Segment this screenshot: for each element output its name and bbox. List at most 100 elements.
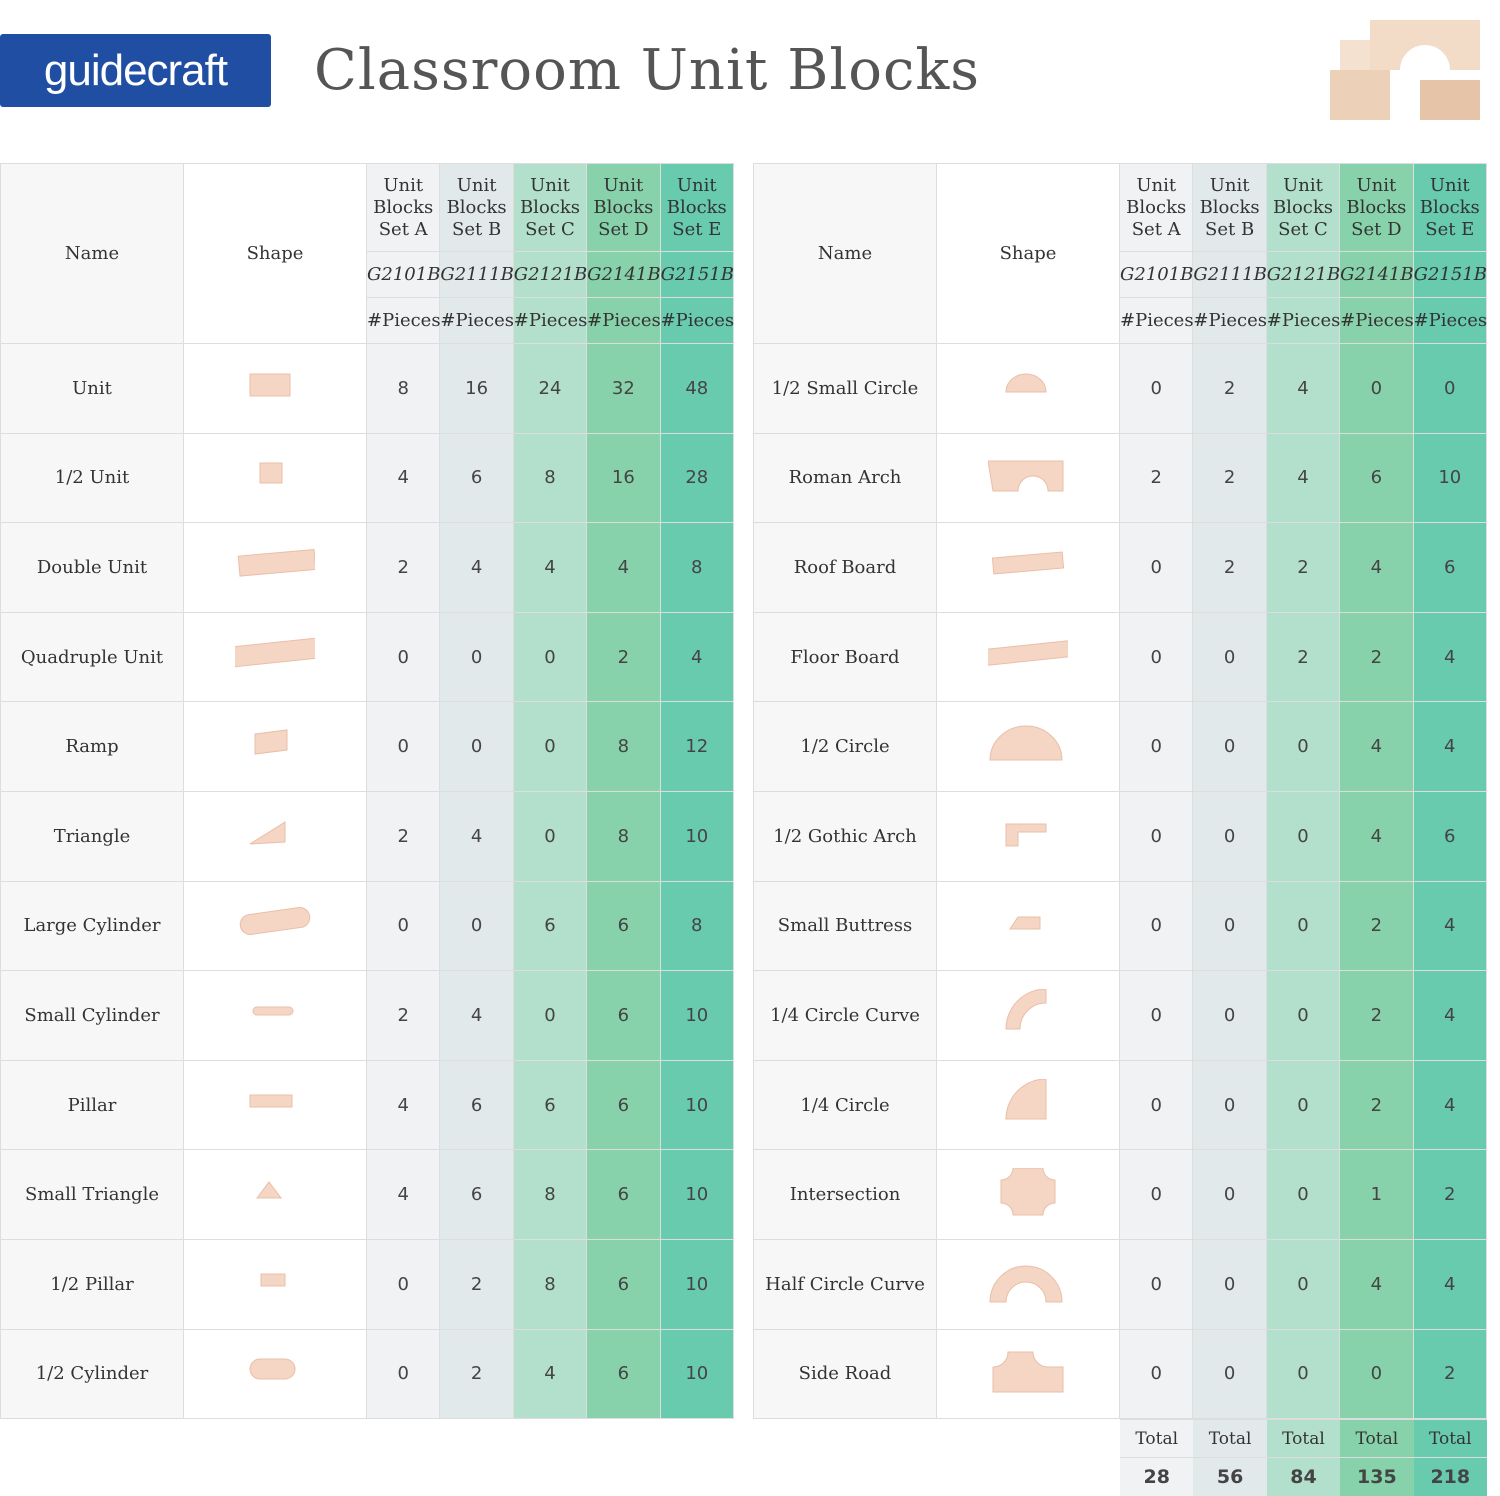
piece-count: 4 bbox=[1412, 880, 1488, 972]
piece-count: 2 bbox=[1412, 1149, 1488, 1240]
block-name: Intersection bbox=[753, 1149, 937, 1240]
piece-count: 0 bbox=[365, 1238, 441, 1330]
piece-count: 4 bbox=[1265, 343, 1341, 434]
total-value: 218 bbox=[1413, 1457, 1487, 1496]
piece-count: 16 bbox=[439, 343, 514, 434]
block-name: 1/4 Circle bbox=[753, 1059, 937, 1151]
table-row: Double Unit 2 4 4 4 8 bbox=[0, 522, 735, 613]
shape-column-header: Shape bbox=[183, 163, 367, 344]
piece-count: 0 bbox=[1265, 970, 1341, 1061]
set-header: Unit Blocks Set E bbox=[1412, 163, 1488, 252]
piece-count: 10 bbox=[659, 1149, 735, 1240]
set-header: Unit Blocks Set C bbox=[512, 163, 588, 252]
piece-count: 0 bbox=[512, 970, 588, 1061]
piece-count: 0 bbox=[1339, 1328, 1414, 1420]
piece-count: 4 bbox=[1412, 611, 1488, 703]
table-row: Floor Board 0 0 2 2 4 bbox=[753, 611, 1488, 703]
table-row: Large Cylinder 0 0 6 6 8 bbox=[0, 880, 735, 972]
piece-count: 0 bbox=[1265, 1328, 1341, 1420]
table-row: 1/2 Circle 0 0 0 4 4 bbox=[753, 701, 1488, 792]
piece-count: 4 bbox=[512, 1328, 588, 1420]
pieces-label: #Pieces bbox=[659, 297, 734, 344]
block-name: Small Triangle bbox=[0, 1149, 184, 1240]
table-row: Small Buttress 0 0 0 2 4 bbox=[753, 880, 1488, 972]
set-header: Unit Blocks Set A bbox=[365, 163, 441, 252]
piece-count: 10 bbox=[659, 790, 735, 882]
piece-count: 8 bbox=[659, 522, 735, 613]
set-code: G2151B bbox=[659, 251, 735, 298]
half-circle-curve-block-icon bbox=[989, 1265, 1063, 1303]
table-row: Roman Arch 2 2 4 6 10 bbox=[753, 432, 1488, 524]
pieces-label: #Pieces bbox=[1118, 297, 1194, 344]
piece-count: 8 bbox=[586, 701, 661, 792]
roof-board-block-icon bbox=[991, 551, 1065, 575]
table-row: Unit 8 16 24 32 48 bbox=[0, 343, 735, 434]
block-name: Large Cylinder bbox=[0, 880, 184, 972]
piece-count: 4 bbox=[1339, 701, 1414, 792]
piece-count: 32 bbox=[586, 343, 661, 434]
piece-count: 6 bbox=[586, 970, 661, 1061]
pieces-label: #Pieces bbox=[586, 297, 661, 344]
piece-count: 2 bbox=[1265, 522, 1341, 613]
piece-count: 0 bbox=[1265, 790, 1341, 882]
piece-count: 0 bbox=[1192, 1059, 1267, 1151]
block-name: Double Unit bbox=[0, 522, 184, 613]
total-label: Total bbox=[1340, 1419, 1414, 1458]
piece-count: 28 bbox=[659, 432, 735, 524]
piece-count: 4 bbox=[659, 611, 735, 703]
piece-count: 2 bbox=[365, 970, 441, 1061]
table-row: 1/2 Pillar 0 2 8 6 10 bbox=[0, 1238, 735, 1330]
piece-count: 0 bbox=[1118, 1149, 1194, 1240]
table-row: 1/2 Small Circle 0 2 4 0 0 bbox=[753, 343, 1488, 434]
quadruple-unit-block-icon bbox=[198, 634, 342, 671]
piece-count: 0 bbox=[365, 701, 441, 792]
piece-count: 4 bbox=[586, 522, 661, 613]
block-name: Triangle bbox=[0, 790, 184, 882]
piece-count: 8 bbox=[512, 1149, 588, 1240]
left-table: Name Shape Unit Blocks Set A Unit Blocks Se… bbox=[0, 163, 735, 1420]
pieces-label: #Pieces bbox=[1265, 297, 1340, 344]
piece-count: 4 bbox=[439, 522, 514, 613]
piece-count: 0 bbox=[1118, 701, 1194, 792]
piece-count: 0 bbox=[365, 611, 441, 703]
total-value: 28 bbox=[1120, 1457, 1194, 1496]
block-name: Quadruple Unit bbox=[0, 611, 184, 703]
piece-count: 2 bbox=[1192, 343, 1267, 434]
piece-count: 6 bbox=[439, 432, 514, 524]
piece-count: 8 bbox=[512, 1238, 588, 1330]
piece-count: 0 bbox=[1118, 1059, 1194, 1151]
half-small-circle-block-icon bbox=[1005, 373, 1047, 393]
piece-count: 4 bbox=[1412, 1059, 1488, 1151]
pieces-label: #Pieces bbox=[1339, 297, 1414, 344]
table-row: Side Road 0 0 0 0 2 bbox=[753, 1328, 1488, 1420]
piece-count: 0 bbox=[1192, 1328, 1267, 1420]
piece-count: 0 bbox=[439, 701, 514, 792]
piece-count: 10 bbox=[1412, 432, 1488, 524]
piece-count: 4 bbox=[1412, 1238, 1488, 1330]
half-circle-block-icon bbox=[989, 725, 1063, 761]
right-table: Name Shape Unit Blocks Set A Unit Blocks Se… bbox=[753, 163, 1488, 1420]
piece-count: 0 bbox=[1118, 1328, 1194, 1420]
set-code: G2101B bbox=[1118, 251, 1193, 298]
set-code: G2141B bbox=[1339, 251, 1414, 298]
piece-count: 0 bbox=[1118, 611, 1194, 703]
piece-count: 2 bbox=[1192, 522, 1267, 613]
total-label: Total bbox=[1193, 1419, 1267, 1458]
piece-count: 6 bbox=[512, 880, 588, 972]
table-row: 1/2 Cylinder 0 2 4 6 10 bbox=[0, 1328, 735, 1420]
piece-count: 4 bbox=[1339, 522, 1414, 613]
piece-count: 0 bbox=[1265, 1149, 1341, 1240]
piece-count: 0 bbox=[1192, 611, 1267, 703]
piece-count: 4 bbox=[512, 522, 588, 613]
piece-count: 10 bbox=[659, 1328, 735, 1420]
set-header: Unit Blocks Set E bbox=[659, 163, 735, 252]
piece-count: 6 bbox=[586, 1059, 661, 1151]
piece-count: 6 bbox=[439, 1149, 514, 1240]
small-cylinder-block-icon bbox=[252, 1006, 294, 1016]
piece-count: 6 bbox=[586, 1149, 661, 1240]
piece-count: 8 bbox=[586, 790, 661, 882]
piece-count: 2 bbox=[586, 611, 661, 703]
table-row: 1/2 Unit 4 6 8 16 28 bbox=[0, 432, 735, 524]
set-code: G2101B bbox=[365, 251, 440, 298]
piece-count: 2 bbox=[439, 1238, 514, 1330]
